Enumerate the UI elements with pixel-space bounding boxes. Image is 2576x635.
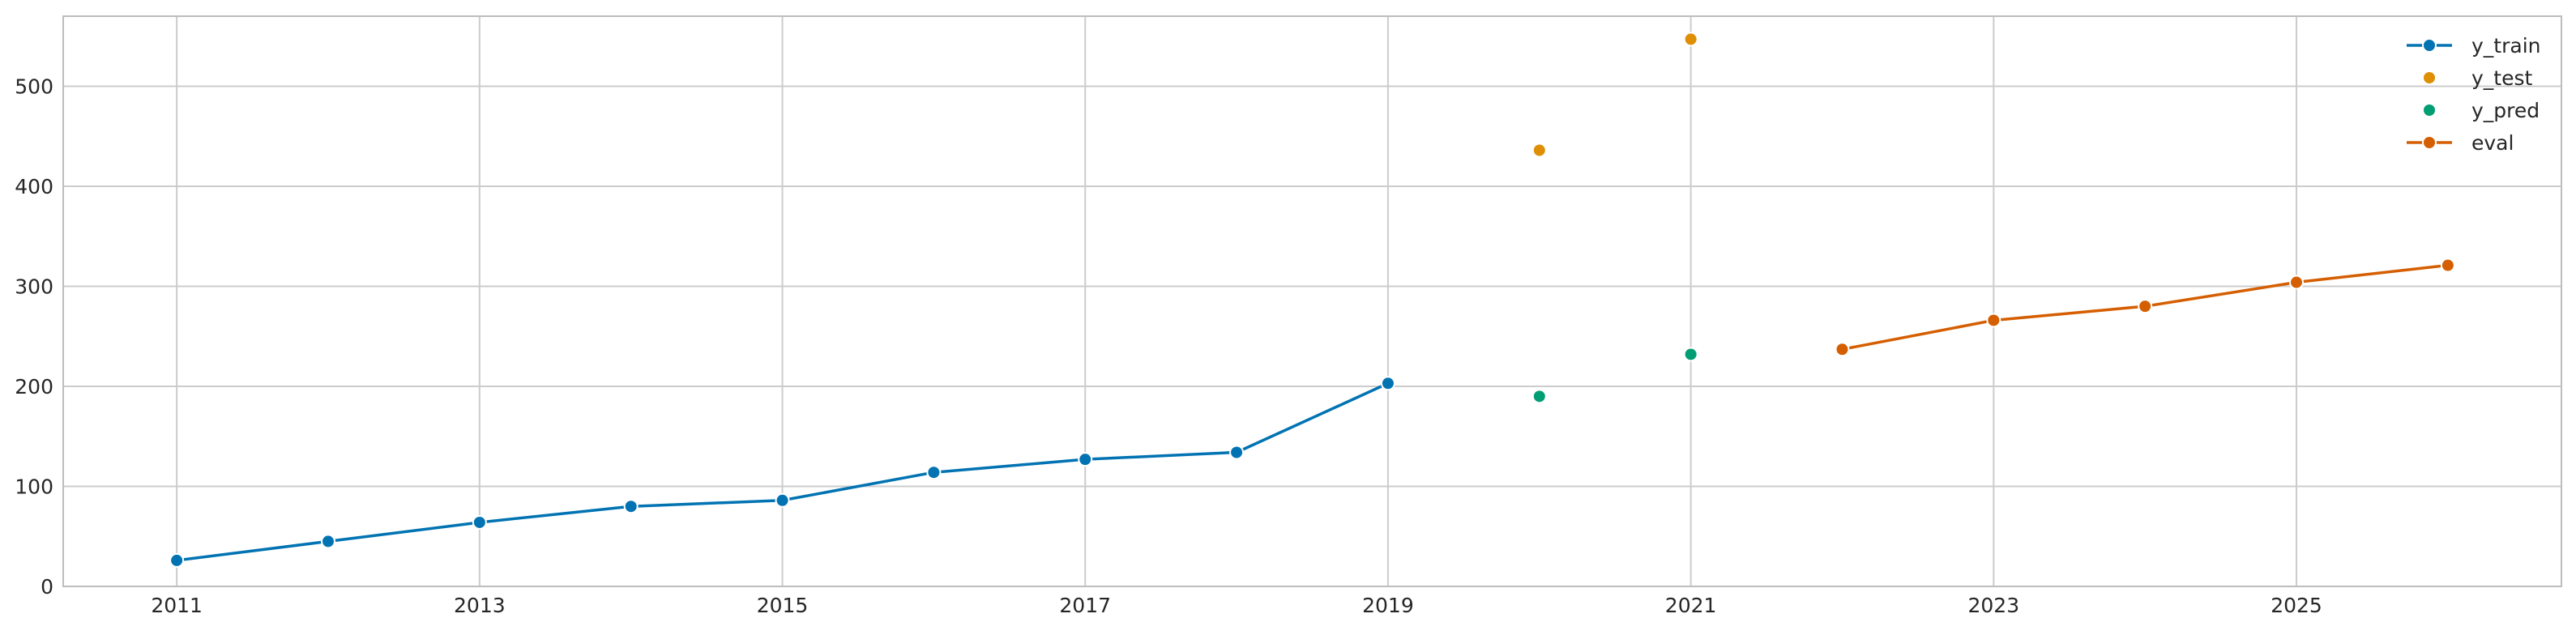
plot-frame bbox=[62, 15, 2562, 587]
data-point bbox=[1380, 376, 1395, 391]
y-tick-label: 100 bbox=[15, 475, 53, 498]
legend-item: eval bbox=[2407, 131, 2514, 155]
data-point bbox=[623, 499, 639, 514]
data-point bbox=[1835, 342, 1850, 357]
series-y-pred bbox=[1532, 347, 1698, 404]
series-eval bbox=[1835, 258, 2455, 357]
y-tick-label: 400 bbox=[15, 175, 53, 198]
data-point bbox=[1532, 143, 1547, 158]
series bbox=[169, 32, 2455, 568]
legend-item: y_train bbox=[2407, 34, 2541, 58]
legend-marker bbox=[2422, 135, 2437, 150]
plot-area bbox=[63, 16, 2561, 586]
x-tick-label: 2017 bbox=[1059, 594, 1111, 617]
data-point bbox=[1683, 347, 1698, 362]
series-y-train bbox=[169, 376, 1395, 568]
legend-label: y_test bbox=[2471, 66, 2533, 90]
x-tick-label: 2019 bbox=[1362, 594, 1414, 617]
data-point bbox=[2440, 258, 2455, 273]
x-tick-label: 2023 bbox=[1968, 594, 2020, 617]
y-tick-label: 300 bbox=[15, 275, 53, 298]
data-point bbox=[169, 552, 185, 568]
x-tick-label: 2021 bbox=[1665, 594, 1717, 617]
data-point bbox=[472, 514, 487, 530]
legend-marker bbox=[2422, 70, 2437, 85]
data-point bbox=[926, 465, 942, 480]
grid-lines bbox=[63, 16, 2561, 587]
x-tick-label: 2011 bbox=[151, 594, 203, 617]
y-tick-label: 200 bbox=[15, 375, 53, 398]
data-point bbox=[1986, 313, 2001, 328]
data-point bbox=[1532, 389, 1547, 404]
data-point bbox=[2289, 275, 2305, 290]
data-point bbox=[320, 534, 335, 549]
x-tick-label: 2025 bbox=[2271, 594, 2322, 617]
series-y-test bbox=[1532, 32, 1698, 158]
axes: 2011 2013 2015 2017 2019 2021 2023 2025 0 100 200 3… bbox=[15, 15, 2562, 617]
legend-label: eval bbox=[2471, 131, 2514, 155]
y-tick-label: 500 bbox=[15, 75, 53, 98]
x-tick-label: 2015 bbox=[757, 594, 809, 617]
legend-item: y_test bbox=[2422, 66, 2533, 90]
legend-label: y_pred bbox=[2471, 99, 2540, 122]
x-tick-label: 2013 bbox=[454, 594, 506, 617]
data-point bbox=[2138, 299, 2153, 314]
legend-marker bbox=[2422, 103, 2437, 117]
legend-marker bbox=[2422, 38, 2437, 53]
data-point bbox=[775, 492, 790, 508]
legend-item: y_pred bbox=[2422, 99, 2540, 122]
legend-label: y_train bbox=[2471, 34, 2541, 58]
y-tick-label: 0 bbox=[41, 575, 53, 599]
data-point bbox=[1078, 452, 1093, 467]
data-point bbox=[1229, 445, 1245, 460]
data-point bbox=[1683, 32, 1698, 47]
